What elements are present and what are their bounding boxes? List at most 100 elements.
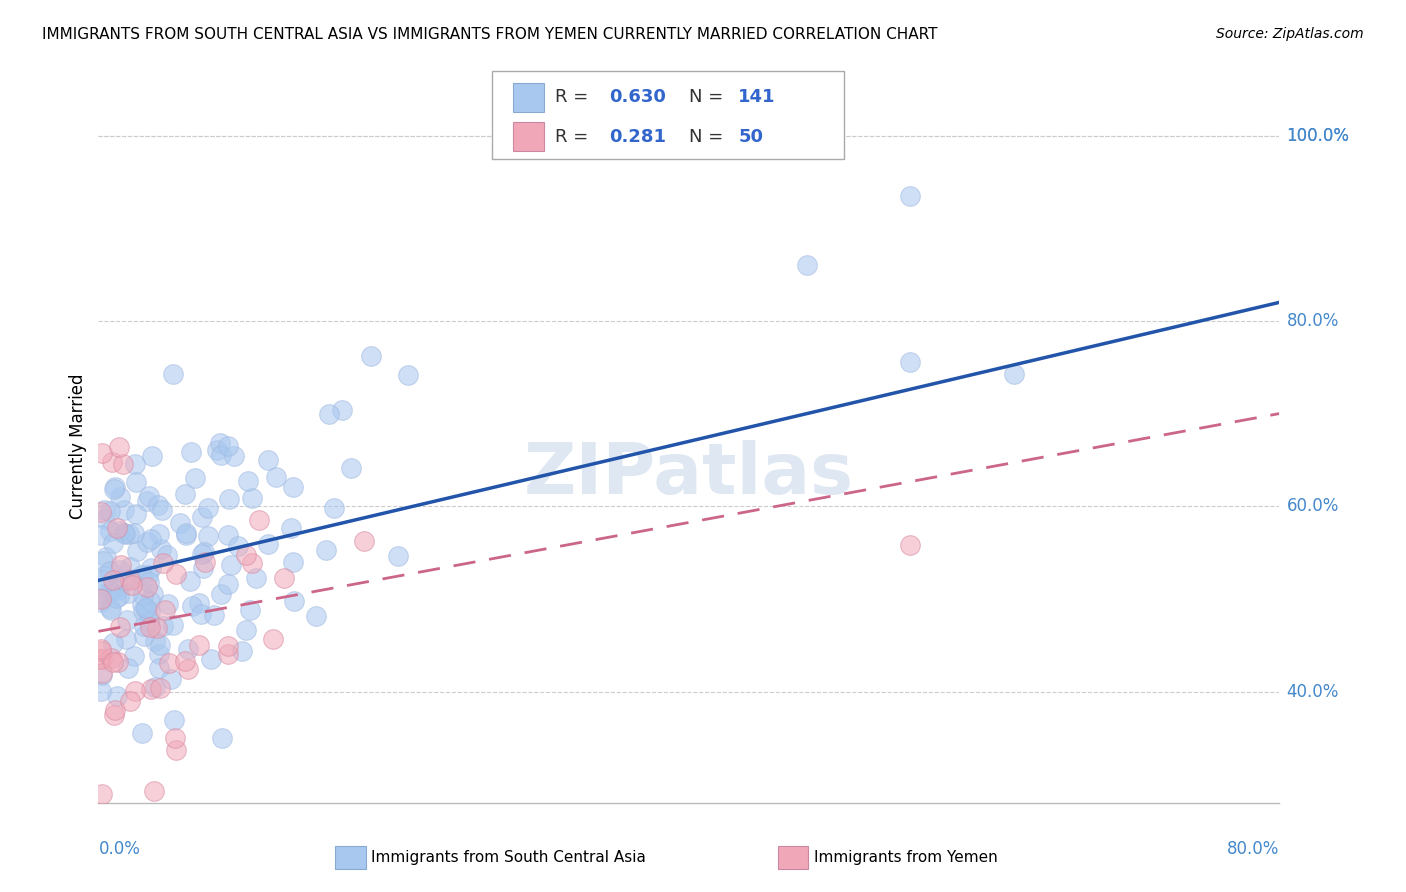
Point [108,524,131,538]
Point [217,527,239,541]
Point [353,534,375,549]
Point [148,661,170,675]
Point [121,578,143,592]
Point [103,707,125,722]
Point [184,471,207,485]
Point [105,521,128,535]
Point [204,608,226,623]
Point [125,508,148,522]
Point [148,498,170,512]
Point [90,684,112,698]
Point [247,513,270,527]
Point [122,648,145,663]
Point [162,618,184,632]
Point [283,594,305,608]
Point [218,491,240,506]
Point [91,787,114,801]
Point [101,655,124,669]
Point [136,581,159,595]
Point [134,601,156,615]
Point [103,480,125,494]
Point [91,665,114,680]
Point [146,621,169,635]
Point [141,681,163,696]
Point [149,681,172,696]
Point [156,598,179,612]
Point [209,587,232,601]
Point [179,574,201,589]
Text: R =: R = [555,128,595,145]
Point [139,620,162,634]
Point [100,651,122,665]
Point [160,672,183,686]
Point [105,689,128,703]
Point [217,439,239,453]
Text: 0.281: 0.281 [609,128,666,145]
Point [98,601,121,615]
Point [124,526,146,541]
Point [124,457,146,471]
Text: 141: 141 [738,88,776,106]
Point [148,647,170,661]
Point [283,480,305,494]
Point [114,525,136,540]
Point [256,453,278,467]
Point [174,487,197,501]
Point [330,402,353,417]
Point [190,510,212,524]
Point [131,588,153,602]
Text: 100.0%: 100.0% [1286,127,1350,145]
Point [150,541,173,556]
Text: 80.0%: 80.0% [1227,840,1279,858]
Text: 60.0%: 60.0% [1286,497,1339,516]
Point [139,560,162,574]
Point [135,601,157,615]
Point [138,489,160,503]
Text: 0.630: 0.630 [609,88,665,106]
Point [90,668,112,682]
Point [194,555,217,569]
Point [132,629,155,643]
Point [139,532,162,546]
Point [98,565,121,579]
Point [796,258,818,272]
Point [94,512,117,526]
Point [139,593,162,607]
Point [96,549,118,564]
Point [132,619,155,633]
Point [90,652,112,666]
Point [120,694,142,708]
Point [103,535,125,549]
Point [396,368,419,382]
Text: 40.0%: 40.0% [1286,682,1339,700]
Text: IMMIGRANTS FROM SOUTH CENTRAL ASIA VS IMMIGRANTS FROM YEMEN CURRENTLY MARRIED CO: IMMIGRANTS FROM SOUTH CENTRAL ASIA VS IM… [42,27,938,42]
Point [90,595,112,609]
Point [110,620,132,634]
Point [340,461,363,475]
Point [135,535,157,549]
Point [108,589,131,603]
Text: Immigrants from South Central Asia: Immigrants from South Central Asia [371,850,647,864]
Point [152,619,174,633]
Text: 0.0%: 0.0% [98,840,141,858]
Point [138,574,160,589]
Point [219,558,242,573]
Point [231,643,253,657]
Point [101,582,124,597]
Point [156,548,179,562]
Point [224,449,246,463]
Point [118,574,141,588]
Point [101,574,124,588]
Point [152,556,174,570]
Point [149,638,172,652]
Point [240,556,263,570]
Point [157,657,180,671]
Point [177,663,200,677]
Point [107,655,129,669]
Point [209,448,232,462]
Point [180,445,202,459]
Point [162,368,184,382]
Point [90,505,112,519]
Point [187,639,209,653]
Point [121,573,143,587]
